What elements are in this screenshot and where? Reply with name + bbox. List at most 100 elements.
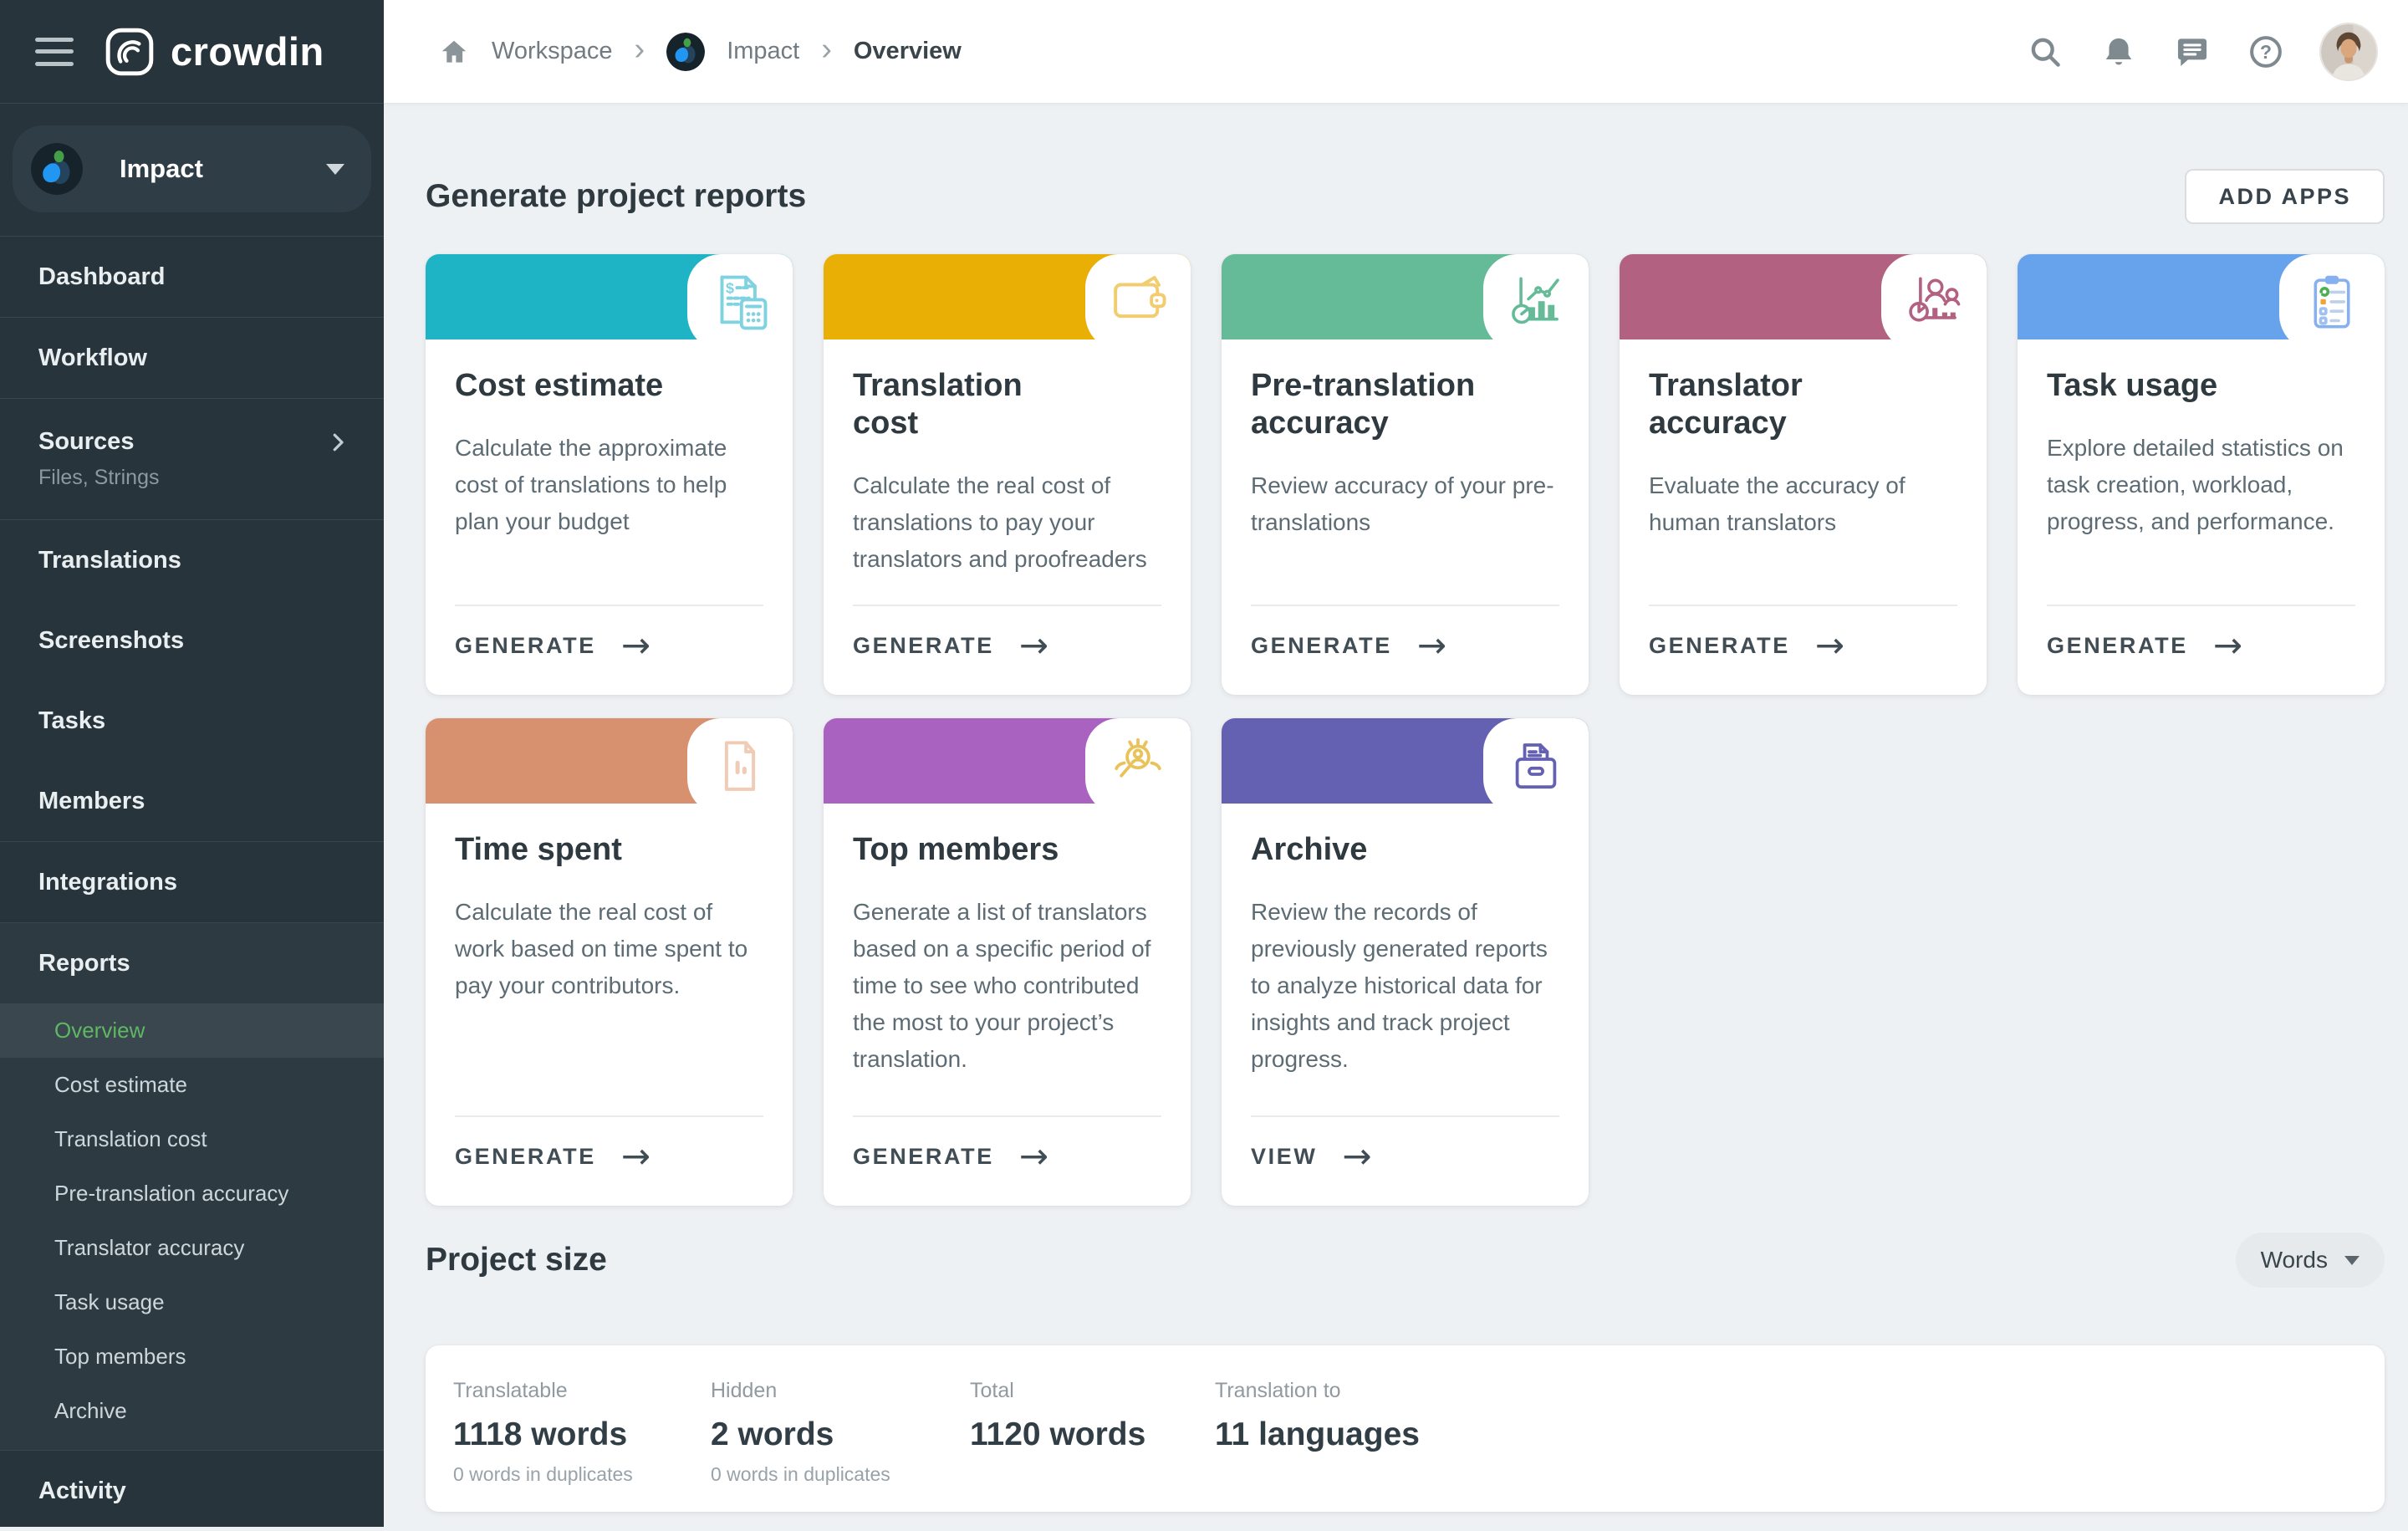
chevron-right-icon <box>333 433 344 451</box>
card-description: Explore detailed statistics on task crea… <box>2047 435 2344 534</box>
sidebar-item-integrations[interactable]: Integrations <box>0 842 384 922</box>
sidebar-item-screenshots[interactable]: Screenshots <box>0 600 384 681</box>
divider <box>1251 605 1559 607</box>
sidebar-item-label: Integrations <box>38 868 177 896</box>
card-translator-accuracy: Translator accuracy Evaluate the accurac… <box>1620 254 1987 695</box>
generate-time-spent-link[interactable]: GENERATE → <box>426 1117 793 1206</box>
generate-pre-translation-accuracy-link[interactable]: GENERATE → <box>1222 606 1589 695</box>
divider <box>455 605 763 607</box>
svg-text:$: $ <box>726 279 734 296</box>
action-label: GENERATE <box>455 632 596 658</box>
stat-label: Translation to <box>1215 1379 1341 1402</box>
search-icon[interactable] <box>2027 33 2064 70</box>
sidebar-item-label: Translations <box>38 546 181 574</box>
sidebar-subitem-label: Translator accuracy <box>54 1235 245 1260</box>
stat-value: 1120 words <box>970 1416 1146 1452</box>
generate-translator-accuracy-link[interactable]: GENERATE → <box>1620 606 1987 695</box>
unit-selector-dropdown[interactable]: Words <box>2235 1232 2385 1288</box>
sidebar-item-activity[interactable]: Activity <box>0 1451 384 1531</box>
sidebar-item-translations[interactable]: Translations <box>0 520 384 600</box>
sidebar-item-sublabel: Files, Strings <box>38 466 160 489</box>
home-icon[interactable] <box>438 36 470 68</box>
search-members-icon <box>1085 718 1191 815</box>
chevron-down-icon <box>2344 1255 2360 1265</box>
stat-value: 1118 words <box>453 1416 628 1452</box>
card-description: Calculate the approximate cost of transl… <box>455 435 727 534</box>
stat-note: 0 words in duplicates <box>453 1463 633 1485</box>
sidebar-item-workflow[interactable]: Workflow <box>0 318 384 398</box>
action-label: GENERATE <box>853 1143 994 1169</box>
crowdin-logo[interactable]: crowdin <box>105 28 324 76</box>
generate-translation-cost-link[interactable]: GENERATE → <box>824 606 1191 695</box>
divider <box>455 1115 763 1118</box>
project-switcher-label: Impact <box>120 154 203 183</box>
breadcrumb: Workspace › Impact › Overview <box>438 31 962 71</box>
stat-label: Total <box>970 1379 1014 1402</box>
sidebar-item-sources[interactable]: Sources Files, Strings <box>0 399 384 519</box>
sidebar-item-label: Workflow <box>38 344 147 371</box>
arrow-right-icon: → <box>620 1135 651 1177</box>
stat-label: Translatable <box>453 1379 568 1402</box>
arrow-right-icon: → <box>1018 1135 1049 1177</box>
card-title: Cost estimate <box>455 368 664 403</box>
card-task-usage: Task usage Explore detailed statistics o… <box>2018 254 2385 695</box>
add-apps-button[interactable]: ADD APPS <box>2185 169 2385 224</box>
generate-task-usage-link[interactable]: GENERATE → <box>2018 606 2385 695</box>
help-icon[interactable]: ? <box>2247 33 2284 70</box>
view-archive-link[interactable]: VIEW → <box>1222 1117 1589 1206</box>
stat-note: 0 words in duplicates <box>711 1463 890 1485</box>
arrow-right-icon: → <box>1814 625 1845 666</box>
card-title: Translator accuracy <box>1649 368 1803 441</box>
generate-cost-estimate-link[interactable]: GENERATE → <box>426 606 793 695</box>
messages-icon[interactable] <box>2174 33 2211 70</box>
breadcrumb-current-page: Overview <box>853 38 962 64</box>
divider <box>0 1450 384 1451</box>
sidebar-reports-translation-cost[interactable]: Translation cost <box>0 1112 384 1166</box>
divider <box>2047 605 2355 607</box>
sidebar-header: crowdin <box>0 0 384 104</box>
sidebar-subitem-label: Task usage <box>54 1289 165 1314</box>
sidebar-item-tasks[interactable]: Tasks <box>0 681 384 761</box>
sidebar-reports-cost-estimate[interactable]: Cost estimate <box>0 1058 384 1112</box>
topbar: Workspace › Impact › Overview ? <box>384 0 2408 104</box>
project-size-stats: Translatable 1118 words 0 words in dupli… <box>426 1345 2385 1512</box>
clipboard-checklist-icon <box>2279 254 2385 351</box>
card-description: Generate a list of translators based on … <box>853 899 1151 1072</box>
report-cards-grid: $ Cost estimate Calculate the approximat… <box>426 254 2385 1206</box>
sidebar-reports-task-usage[interactable]: Task usage <box>0 1275 384 1329</box>
sidebar-item-members[interactable]: Members <box>0 761 384 841</box>
wallet-icon <box>1085 254 1191 351</box>
divider <box>0 841 384 842</box>
breadcrumb-workspace[interactable]: Workspace <box>492 38 613 64</box>
card-title: Pre-translation accuracy <box>1251 368 1476 441</box>
user-avatar[interactable] <box>2321 23 2376 79</box>
divider <box>1251 1115 1559 1118</box>
notifications-bell-icon[interactable] <box>2100 33 2137 70</box>
divider <box>0 398 384 399</box>
stat-hidden: Hidden 2 words 0 words in duplicates <box>711 1379 970 1512</box>
sidebar-subitem-label: Overview <box>54 1018 145 1043</box>
generate-top-members-link[interactable]: GENERATE → <box>824 1117 1191 1206</box>
sidebar-reports-top-members[interactable]: Top members <box>0 1329 384 1384</box>
sidebar-reports-translator-accuracy[interactable]: Translator accuracy <box>0 1221 384 1275</box>
divider <box>0 236 384 237</box>
sidebar-item-dashboard[interactable]: Dashboard <box>0 237 384 317</box>
arrow-right-icon: → <box>1416 625 1447 666</box>
sidebar-reports-overview[interactable]: Overview <box>0 1003 384 1058</box>
sidebar-subitem-label: Archive <box>54 1398 127 1423</box>
users-chart-icon <box>1881 254 1987 351</box>
sidebar-item-label: Members <box>38 787 145 814</box>
stat-total: Total 1120 words <box>970 1379 1215 1512</box>
sidebar-reports-pre-translation-accuracy[interactable]: Pre-translation accuracy <box>0 1166 384 1221</box>
sidebar-reports-archive[interactable]: Archive <box>0 1384 384 1438</box>
sidebar-subitem-label: Translation cost <box>54 1126 207 1151</box>
chevron-separator-icon: › <box>821 31 832 67</box>
sidebar-item-reports[interactable]: Reports <box>0 923 384 1003</box>
project-size-title: Project size <box>426 1242 607 1278</box>
hamburger-menu-icon[interactable] <box>35 37 74 66</box>
breadcrumb-project[interactable]: Impact <box>727 38 800 64</box>
arrow-right-icon: → <box>1342 1135 1372 1177</box>
project-switcher[interactable]: Impact <box>13 125 371 212</box>
divider <box>1649 605 1957 607</box>
crowdin-logo-icon <box>105 28 154 75</box>
